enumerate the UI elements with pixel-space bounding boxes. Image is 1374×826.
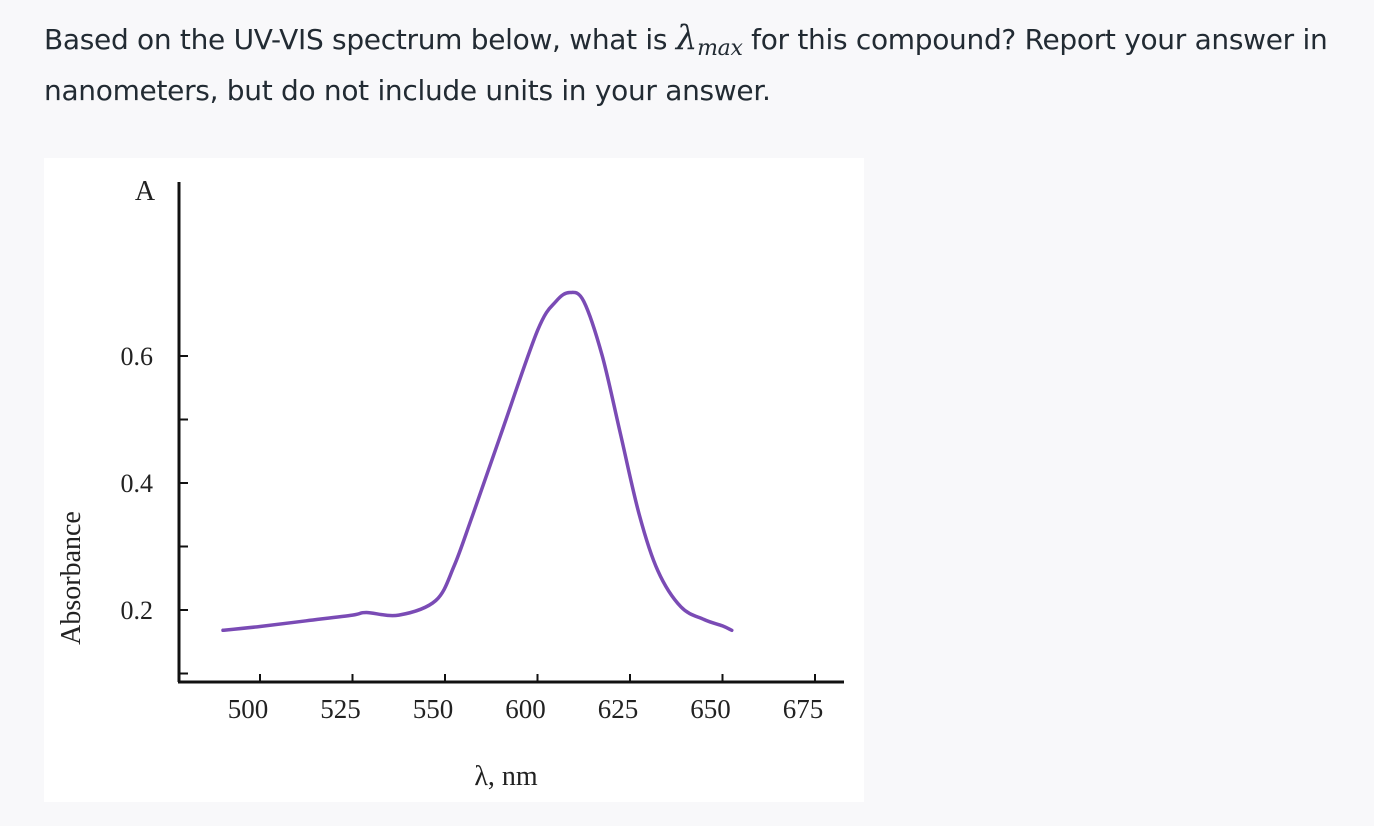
- question-text: Based on the UV-VIS spectrum below, what…: [44, 14, 1370, 115]
- x-tick-label-675: 675: [783, 694, 824, 724]
- series: [221, 290, 734, 633]
- absorbance-curve-0: [221, 290, 734, 633]
- x-tick-label-500: 500: [228, 694, 269, 724]
- tick-labels: 0.2 0.4 0.6 500 525 550 600 625 650 675: [121, 342, 824, 724]
- y-tick-label-0.6: 0.6: [121, 342, 154, 371]
- ticks: [179, 355, 816, 682]
- uv-vis-spectrum-figure: 0.2 0.4 0.6 500 525 550 600 625 650 675 A Absorba…: [44, 158, 864, 802]
- x-tick-label-600: 600: [505, 694, 546, 724]
- x-tick-label-625: 625: [598, 694, 639, 724]
- y-tick-label-0.4: 0.4: [121, 469, 154, 498]
- x-tick-label-525: 525: [320, 694, 361, 724]
- x-tick-label-650: 650: [690, 694, 731, 724]
- x-axis-title: λ, nm: [474, 761, 538, 792]
- x-tick-label-550: 550: [413, 694, 454, 724]
- spectrum-chart: 0.2 0.4 0.6 500 525 550 600 625 650 675 A Absorba…: [56, 176, 844, 792]
- y-axis-top-label: A: [135, 176, 156, 207]
- lambda-symbol: λ: [675, 18, 698, 58]
- y-axis-title: Absorbance: [56, 511, 87, 645]
- question-part-1: Based on the UV-VIS spectrum below, what…: [44, 23, 676, 56]
- axes: [177, 182, 844, 684]
- y-tick-label-0.2: 0.2: [121, 596, 154, 625]
- question-part-2: for this compound? Report your answer in…: [44, 23, 1328, 107]
- lambda-subscript: max: [697, 36, 743, 61]
